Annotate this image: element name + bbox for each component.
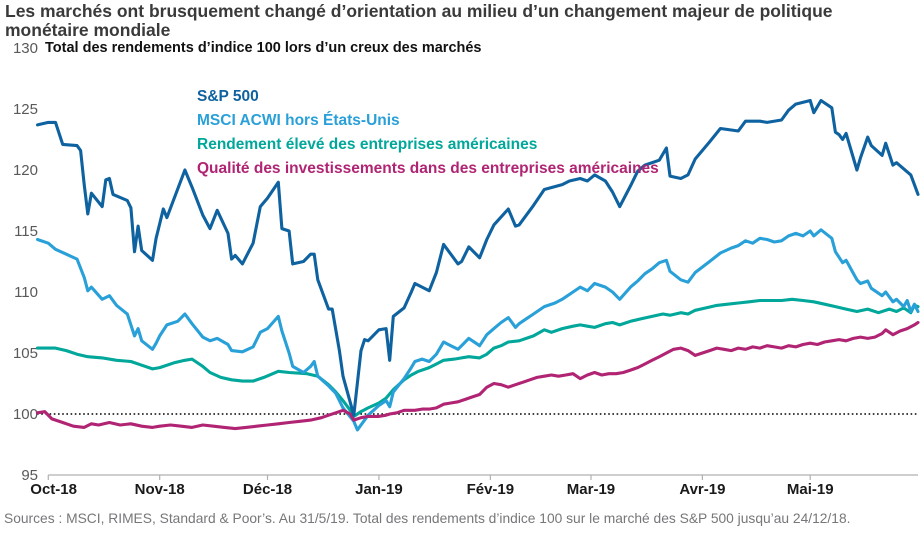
svg-text:Jan-19: Jan-19 — [355, 481, 403, 498]
legend-item-2: Rendement élevé des entreprises américai… — [197, 136, 538, 153]
svg-text:Oct-18: Oct-18 — [30, 481, 77, 498]
svg-text:95: 95 — [21, 467, 38, 484]
chart-legend: S&P 500 MSCI ACWI hors États-Unis Rendemen… — [197, 85, 659, 181]
svg-text:110: 110 — [14, 284, 38, 301]
svg-text:100: 100 — [13, 406, 38, 423]
svg-text:Avr-19: Avr-19 — [679, 481, 725, 498]
svg-text:Mar-19: Mar-19 — [567, 481, 615, 498]
svg-text:115: 115 — [14, 223, 38, 240]
source-note: Sources : MSCI, RIMES, Standard & Poor’s… — [4, 511, 851, 526]
series-line-1 — [35, 228, 920, 432]
legend-item-1: MSCI ACWI hors États-Unis — [197, 112, 400, 129]
svg-text:120: 120 — [13, 162, 38, 179]
svg-text:Mai-19: Mai-19 — [787, 481, 834, 498]
svg-text:105: 105 — [13, 345, 38, 362]
legend-item-0: S&P 500 — [197, 88, 259, 105]
svg-text:Déc-18: Déc-18 — [243, 481, 292, 498]
svg-text:Fév-19: Fév-19 — [467, 481, 515, 498]
legend-item-3: Qualité des investissements dans des ent… — [197, 160, 659, 177]
series-line-0 — [35, 297, 920, 418]
svg-text:125: 125 — [13, 101, 38, 118]
svg-text:Nov-18: Nov-18 — [135, 481, 185, 498]
chart-title: Les marchés ont brusquement changé d’ori… — [5, 1, 833, 40]
chart-subtitle: Total des rendements d’indice 100 lors d… — [45, 40, 482, 56]
series-line-3 — [35, 98, 920, 417]
y-axis-top-label: 130 — [12, 40, 38, 57]
series-line-2 — [35, 320, 920, 431]
